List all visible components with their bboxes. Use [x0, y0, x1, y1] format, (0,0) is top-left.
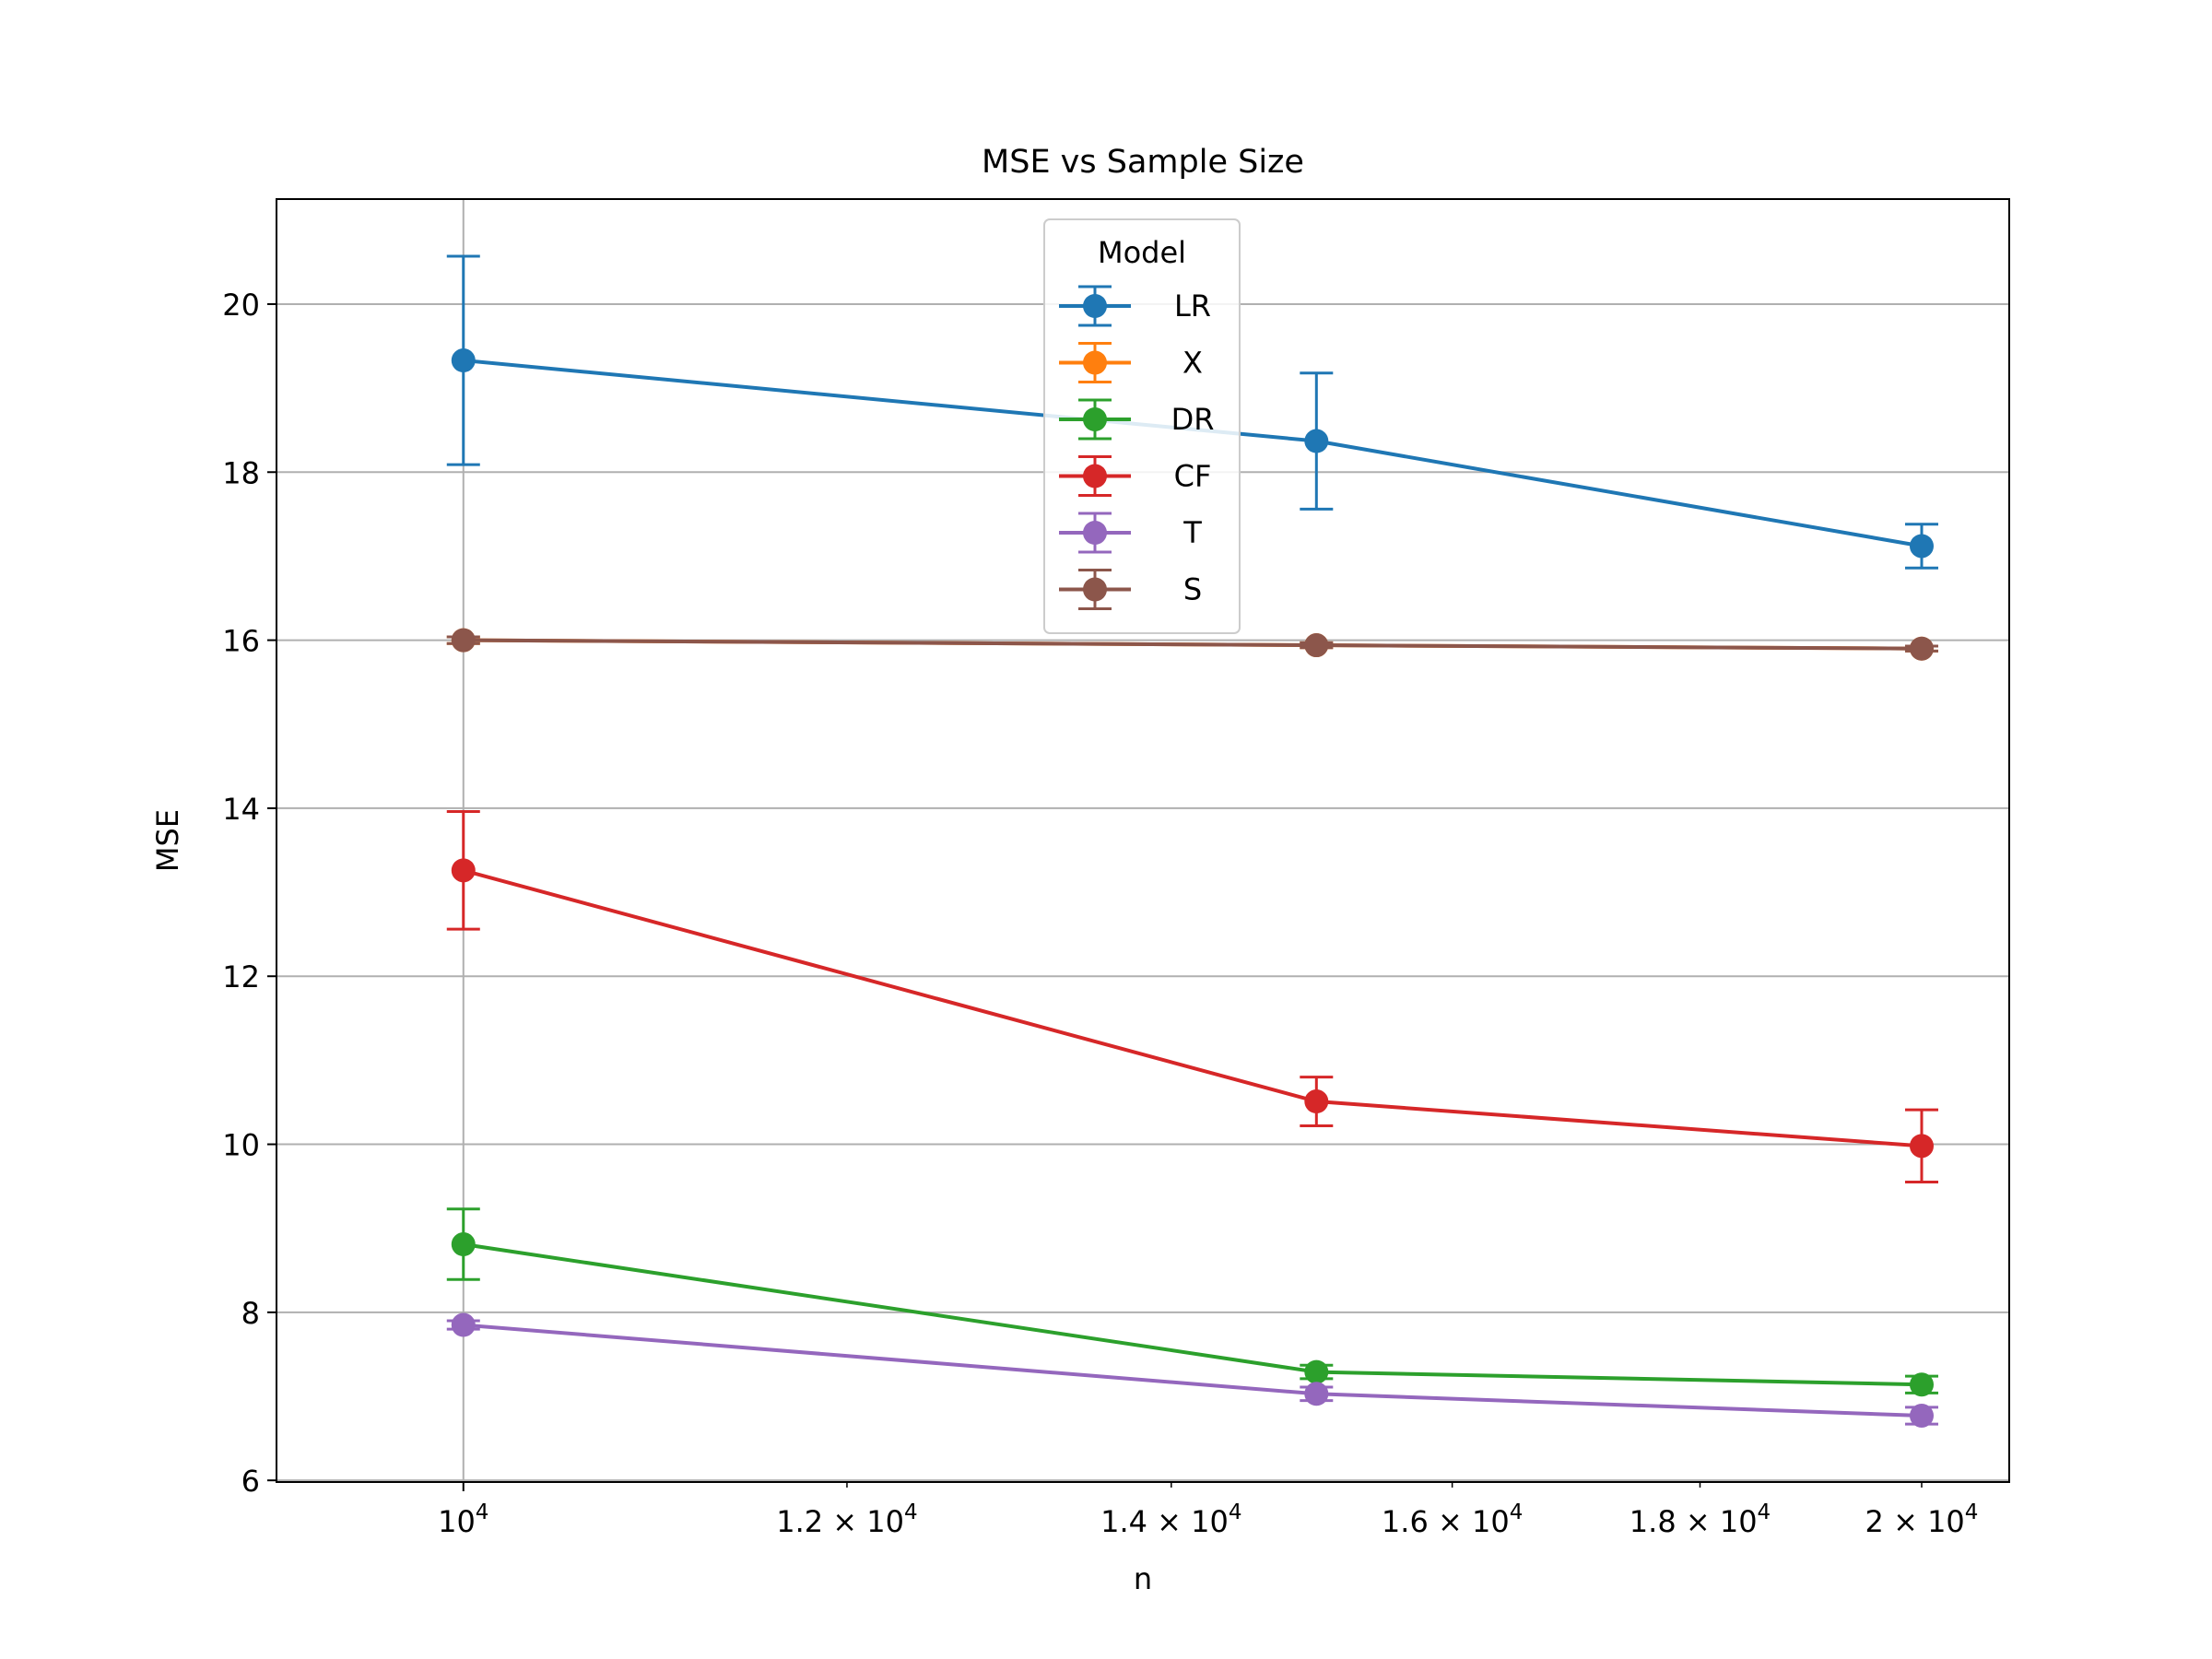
legend-label: T	[1182, 515, 1202, 550]
series-LR	[446, 254, 1938, 570]
legend-item-LR: LR	[1059, 285, 1211, 327]
legend-item-S: S	[1059, 569, 1202, 610]
legend-marker	[1083, 407, 1107, 431]
x-tick-label: 1.6 × 104	[1382, 1500, 1523, 1539]
legend-item-T: T	[1059, 512, 1202, 554]
data-point-T	[1909, 1403, 1934, 1428]
y-tick-label: 18	[222, 455, 260, 490]
data-point-S	[1909, 636, 1934, 661]
plot-frame	[276, 198, 2010, 1483]
axes: 6 8 10 12 14 16 18 20 104 1.2 × 104 1.4 × 104 1.6 ×…	[222, 288, 1978, 1539]
legend-item-X: X	[1059, 342, 1203, 383]
series-S	[446, 628, 1938, 661]
legend-marker	[1083, 464, 1107, 488]
data-point-DR	[1909, 1372, 1934, 1397]
series-CF	[446, 810, 1938, 1184]
y-tick-label: 6	[241, 1464, 260, 1499]
x-tick-label: 1.2 × 104	[776, 1500, 917, 1539]
data-point-T	[1304, 1382, 1329, 1406]
data-point-LR	[1304, 429, 1329, 453]
legend-label: X	[1182, 346, 1203, 381]
series-DR	[446, 1207, 1938, 1397]
y-tick-label: 10	[222, 1128, 260, 1163]
x-tick-label: 1.4 × 104	[1100, 1500, 1241, 1539]
legend-item-CF: CF	[1059, 455, 1212, 497]
y-tick-label: 14	[222, 792, 260, 827]
x-tick-label: 2 × 104	[1865, 1500, 1979, 1539]
legend-marker	[1083, 350, 1107, 375]
y-tick-label: 8	[241, 1296, 260, 1331]
y-axis-label: MSE	[150, 809, 185, 872]
legend: Model LR X DR CF TS	[1043, 218, 1241, 634]
series-T	[446, 1312, 1938, 1428]
legend-label: DR	[1171, 402, 1215, 437]
x-tick-label: 1.8 × 104	[1630, 1500, 1771, 1539]
data-point-S	[1304, 633, 1329, 658]
legend-label: CF	[1174, 459, 1212, 494]
legend-title: Model	[1098, 235, 1186, 270]
legend-label: LR	[1174, 288, 1211, 324]
series-group	[446, 254, 1938, 1428]
legend-marker	[1083, 577, 1107, 602]
data-point-CF	[1304, 1089, 1329, 1114]
data-point-CF	[451, 858, 476, 883]
x-axis-label: n	[1134, 1561, 1152, 1596]
data-point-LR	[1909, 534, 1934, 559]
data-point-T	[451, 1312, 476, 1337]
data-point-CF	[1909, 1134, 1934, 1159]
data-point-DR	[1304, 1359, 1329, 1384]
legend-label: S	[1183, 572, 1202, 607]
legend-item-DR: DR	[1059, 398, 1215, 441]
x-tick-label: 104	[438, 1500, 488, 1539]
legend-marker	[1083, 521, 1107, 545]
legend-marker	[1083, 294, 1107, 318]
y-tick-label: 20	[222, 288, 260, 323]
y-tick-label: 12	[222, 959, 260, 994]
data-point-S	[451, 628, 476, 653]
y-tick-label: 16	[222, 624, 260, 659]
data-point-DR	[451, 1232, 476, 1257]
data-point-LR	[451, 348, 476, 373]
chart-title: MSE vs Sample Size	[982, 144, 1304, 181]
